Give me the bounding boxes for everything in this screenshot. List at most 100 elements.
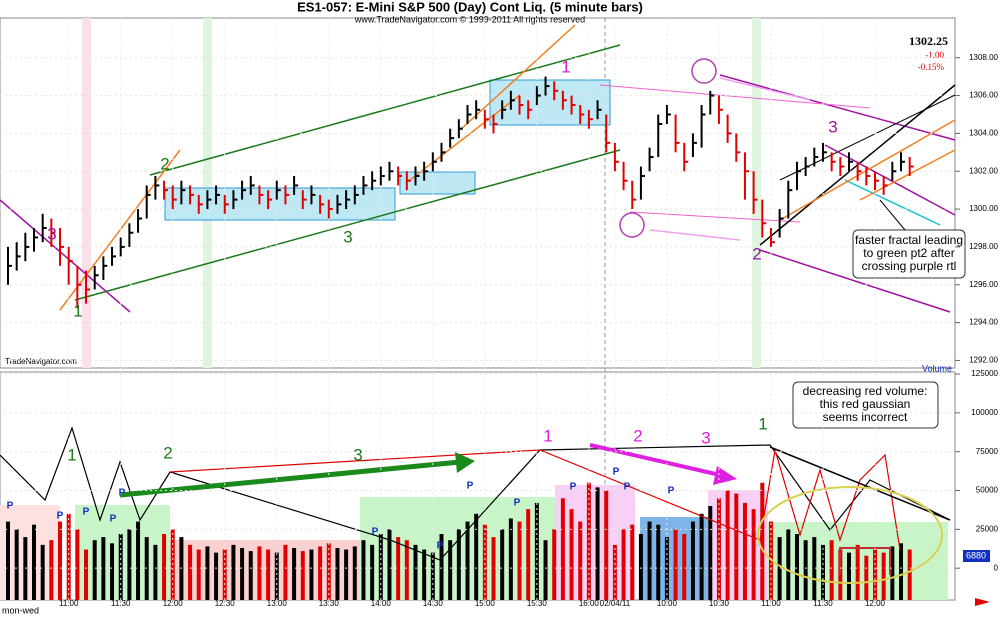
volume-bars	[6, 482, 912, 600]
y-tick-label: 1304.00	[969, 129, 998, 138]
last-change: -1.00	[925, 50, 944, 60]
x-tick-label: 13:30	[319, 599, 340, 608]
volume-bar	[621, 529, 626, 600]
stripe	[752, 18, 761, 368]
volume-bar	[404, 540, 409, 600]
y-tick-label: 25000	[976, 524, 999, 533]
last-price: 1302.25	[909, 34, 948, 48]
x-tick-label: 16:00	[579, 599, 600, 608]
range-box	[399, 171, 476, 195]
volume-bar	[777, 537, 782, 600]
volume-bar	[708, 506, 713, 600]
volume-bar	[517, 521, 522, 600]
volume-bar	[387, 529, 392, 600]
x-tick-label: 11:00	[761, 599, 781, 608]
trend-line	[0, 199, 131, 313]
wave-label: 2	[633, 426, 642, 445]
price-panel	[0, 17, 956, 369]
volume-bar	[352, 546, 357, 600]
p-marker: P	[119, 488, 126, 499]
wave-label: 2	[160, 154, 169, 173]
note-box	[852, 229, 966, 279]
volume-bar	[526, 509, 531, 600]
range-box	[164, 187, 396, 221]
x-tick-label: 13:00	[267, 599, 288, 608]
wave-label: 3	[343, 227, 352, 246]
volume-bar	[682, 533, 687, 600]
p-marker: P	[437, 541, 444, 552]
y-tick-label: 125000	[971, 369, 998, 378]
channel-line	[74, 149, 621, 301]
volume-bar	[907, 549, 912, 600]
trend-line	[599, 84, 871, 109]
channel-line	[149, 44, 621, 176]
p-marker: P	[570, 482, 577, 493]
volume-bar	[474, 513, 479, 600]
volume-bar	[6, 521, 10, 600]
volume-bar	[344, 549, 349, 600]
wave-label: 3	[701, 428, 710, 447]
volume-bar	[292, 547, 297, 600]
volume-bar	[309, 549, 314, 600]
volume-bar	[92, 540, 97, 600]
volume-bar	[456, 529, 461, 600]
volume-bar	[725, 490, 730, 600]
volume-bar	[630, 524, 635, 600]
x-tick-label: 11:30	[813, 599, 833, 608]
last-volume-box	[963, 550, 990, 562]
volume-bar	[751, 509, 756, 600]
x-tick-label: 12:00	[163, 599, 184, 608]
volume-overlays	[0, 426, 951, 584]
trend-line	[719, 74, 956, 141]
trend-line	[59, 149, 181, 311]
y-tick-label: 1292.00	[969, 356, 998, 365]
trend-line	[824, 144, 956, 216]
volume-bar	[734, 493, 739, 600]
scroll-arrow[interactable]	[975, 598, 990, 606]
bracket	[839, 547, 891, 575]
volume-bar	[231, 544, 236, 600]
volume-bar	[742, 502, 747, 600]
volume-bar	[578, 521, 583, 600]
volume-bar	[32, 524, 37, 600]
y-tick-label: 1296.00	[969, 280, 998, 289]
highlight-circle	[619, 212, 645, 238]
volume-bar	[586, 482, 591, 600]
trend-line	[459, 24, 576, 131]
p-marker: P	[372, 527, 379, 538]
volume-bar	[699, 513, 704, 600]
footer-label: mon-wed	[2, 605, 39, 615]
trend-line	[769, 446, 951, 521]
volume-bar	[760, 482, 765, 600]
volume-bar	[361, 540, 366, 600]
volume-bar	[14, 529, 19, 600]
p-marker: P	[57, 511, 64, 522]
y-tick-label: 1308.00	[969, 53, 998, 62]
volume-bar	[829, 540, 834, 600]
volume-bar	[49, 540, 54, 600]
volume-bar	[127, 529, 132, 600]
wave-label: 2	[752, 244, 761, 263]
volume-bar	[647, 521, 652, 600]
arrow	[119, 459, 461, 498]
y-tick-label: 1298.00	[969, 242, 998, 251]
volume-bar	[274, 552, 279, 600]
volume-bar	[786, 529, 791, 600]
trend-line	[859, 149, 956, 201]
zigzag	[0, 426, 951, 561]
volume-bar	[690, 521, 695, 600]
volume-bar	[820, 544, 825, 600]
trend-line	[844, 179, 941, 226]
volume-bar	[248, 551, 253, 600]
trend-line	[629, 211, 801, 223]
volume-bar	[448, 540, 453, 600]
note-pointer	[879, 199, 906, 231]
wave-label: 3	[47, 224, 56, 243]
stripe	[82, 18, 91, 368]
y-tick-label: 1294.00	[969, 318, 998, 327]
y-tick-label: 50000	[976, 486, 999, 495]
p-marker: P	[467, 481, 474, 492]
annotation: decreasing red volume:	[803, 384, 928, 398]
volume-bar	[881, 552, 886, 600]
